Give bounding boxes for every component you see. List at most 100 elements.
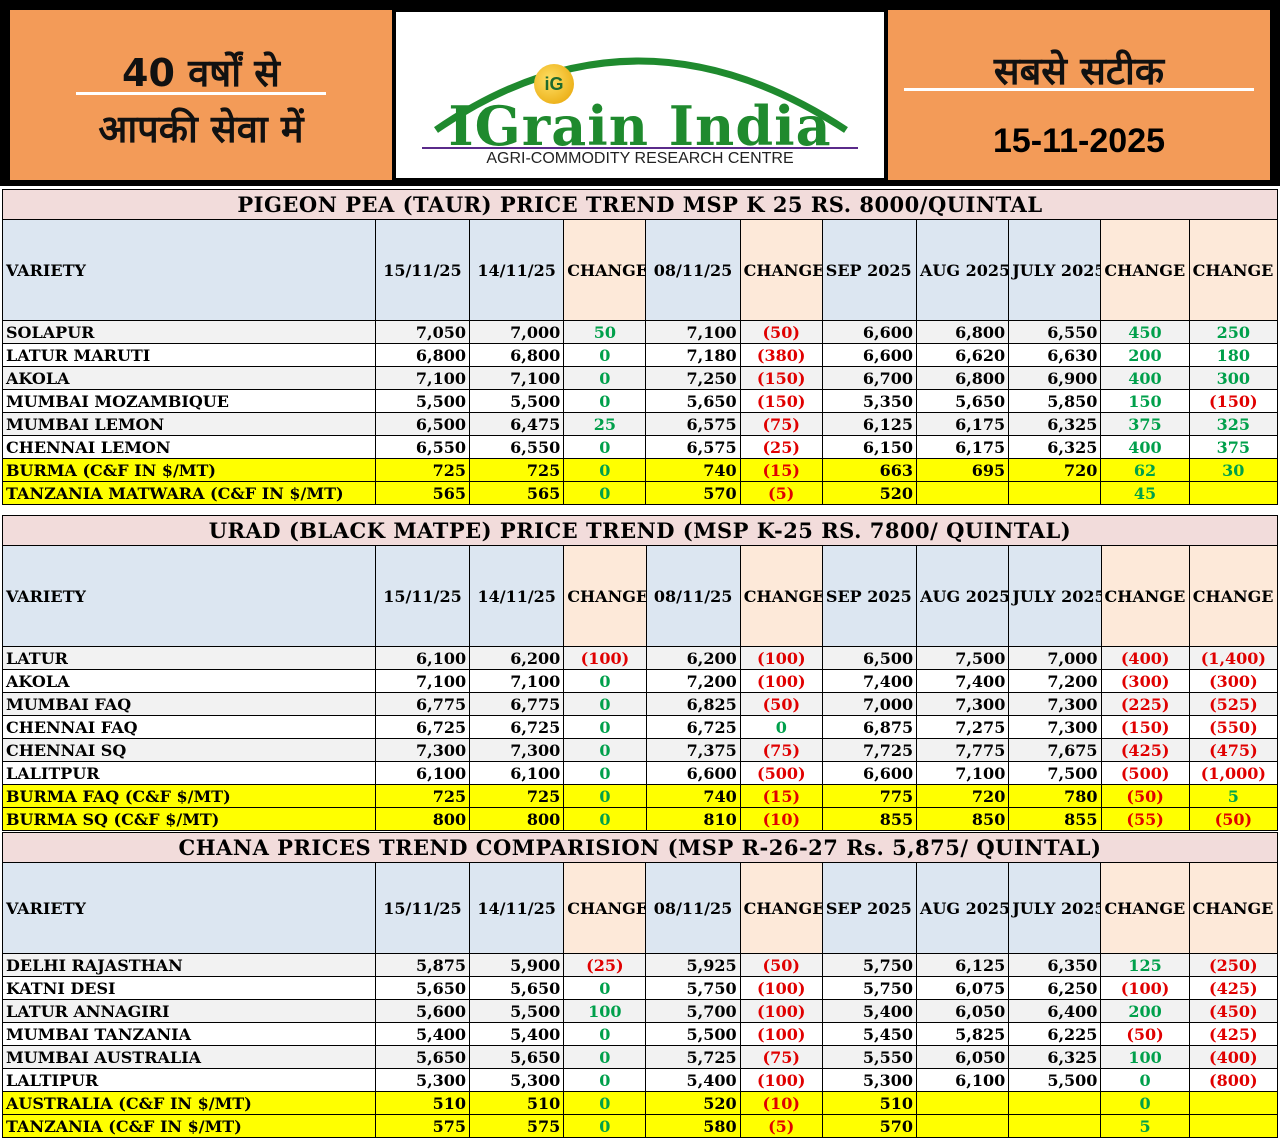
price-cell: 6,575 [645,435,741,459]
price-cell: 6,630 [1008,343,1102,367]
change-cell: (525) [1188,692,1279,716]
price-cell: 850 [916,807,1010,831]
price-cell: 5,650 [915,389,1010,413]
change-cell: (150) [739,366,823,390]
variety-cell: AKOLA [2,669,376,693]
column-header: CHANGE [739,545,823,647]
section-title: PIGEON PEA (TAUR) PRICE TREND MSP K 25 R… [2,189,1278,220]
column-header: 08/11/25 [645,219,741,321]
price-cell: 6,500 [374,412,471,436]
variety-cell: MUMBAI AUSTRALIA [2,1045,376,1069]
price-cell: 7,050 [374,320,471,344]
change-cell: 180 [1188,343,1279,367]
change-cell: 0 [563,1022,647,1046]
price-cell: 5,500 [374,389,471,413]
price-cell: 7,000 [821,692,918,716]
change-cell: 0 [1100,1068,1190,1092]
section-title: CHANA PRICES TREND COMPARISION (MSP R-26… [2,832,1278,863]
price-cell: 663 [821,458,917,482]
change-cell: 0 [563,1114,647,1138]
change-cell: 0 [563,343,647,367]
change-cell: (425) [1188,1022,1279,1046]
variety-cell: BURMA SQ (C&F $/MT) [2,807,376,831]
change-cell: 0 [563,1045,647,1069]
price-cell [916,1114,1010,1138]
price-cell: 695 [915,458,1010,482]
price-cell: 5,400 [374,1022,471,1046]
change-cell: (150) [1188,389,1279,413]
column-header: JULY 2025 AVERAGE [1008,545,1102,647]
change-cell: (25) [563,953,647,977]
change-cell: 325 [1188,412,1279,436]
change-cell: 25 [563,412,647,436]
variety-cell: CHENNAI FAQ [2,715,376,739]
price-cell: 5,850 [1008,389,1102,413]
table-row: AKOLA 7,100 7,100 0 7,200 (100) 7,400 7,400 7,20… [2,669,1279,693]
report-date: 15-11-2025 [992,122,1166,160]
change-cell: (225) [1100,692,1190,716]
change-cell: (150) [1100,715,1190,739]
column-header: AUG 2025 AVERAGE [916,545,1010,647]
change-cell: (50) [739,953,823,977]
price-cell: 5,500 [469,999,565,1023]
price-cell: 6,700 [821,366,917,390]
table-row: MUMBAI MOZAMBIQUE 5,500 5,500 0 5,650 (150) 5,… [2,389,1279,413]
price-cell: 5,500 [469,389,565,413]
table-row: BURMA (C&F IN $/MT) 725 725 0 740 (15) 663 695 7… [2,458,1279,482]
change-cell: (50) [1100,784,1190,808]
header-right-panel: सबसे सटीक 15-11-2025 [888,10,1270,180]
price-cell: 7,275 [916,715,1010,739]
brand-underline [422,147,858,149]
price-cell: 810 [645,807,741,831]
brand-logo: iG IGrain India AGRI-COMMODITY RESEARCH … [396,12,884,178]
change-cell: 0 [563,669,647,693]
change-cell: 450 [1100,320,1190,344]
price-cell: 5,350 [821,389,917,413]
price-cell: 5,875 [374,953,471,977]
column-header: 14/11/25 [469,219,565,321]
change-cell: 125 [1100,953,1190,977]
price-cell: 7,250 [645,366,741,390]
table-row: CHENNAI SQ 7,300 7,300 0 7,375 (75) 7,725 7,775… [2,738,1279,762]
table-row: MUMBAI LEMON 6,500 6,475 25 6,575 (75) 6,125 6,… [2,412,1279,436]
price-cell: 510 [469,1091,565,1115]
price-cell: 7,200 [1008,669,1102,693]
price-cell: 5,900 [469,953,565,977]
column-header: AUG 2025 AVERAGE [915,219,1010,321]
price-cell [1008,1114,1102,1138]
price-cell: 5,925 [645,953,741,977]
change-cell: 5 [1188,784,1279,808]
price-cell: 855 [821,807,918,831]
price-cell: 6,125 [916,953,1010,977]
price-cell [1008,1091,1102,1115]
variety-cell: DELHI RAJASTHAN [2,953,376,977]
change-cell: 0 [739,715,823,739]
change-cell: (1,000) [1188,761,1279,785]
price-cell: 7,300 [469,738,565,762]
change-cell: (10) [739,1091,823,1115]
variety-cell: BURMA (C&F IN $/MT) [2,458,376,482]
variety-cell: TANZANIA (C&F IN $/MT) [2,1114,376,1138]
price-cell: 7,100 [469,669,565,693]
change-cell: (400) [1188,1045,1279,1069]
price-cell: 6,620 [915,343,1010,367]
price-cell: 7,775 [916,738,1010,762]
column-header: CHANGE [563,545,647,647]
header-left-panel: 40 वर्षों से आपकी सेवा में [10,10,392,180]
price-cell: 5,650 [469,976,565,1000]
price-cell: 740 [645,784,741,808]
variety-cell: LATUR ANNAGIRI [2,999,376,1023]
change-cell: 200 [1100,999,1190,1023]
price-cell: 780 [1008,784,1102,808]
price-cell: 720 [916,784,1010,808]
change-cell: 375 [1188,435,1279,459]
column-header: CHANGE NOV VS SEP [1100,862,1190,954]
column-header: 14/11/25 [469,545,565,647]
column-header: 08/11/25 [645,545,741,647]
change-cell [1188,1091,1279,1115]
price-cell: 565 [374,481,471,505]
price-cell: 6,250 [1008,976,1102,1000]
change-cell: 300 [1188,366,1279,390]
price-cell: 6,050 [916,999,1010,1023]
change-cell: 0 [563,389,647,413]
